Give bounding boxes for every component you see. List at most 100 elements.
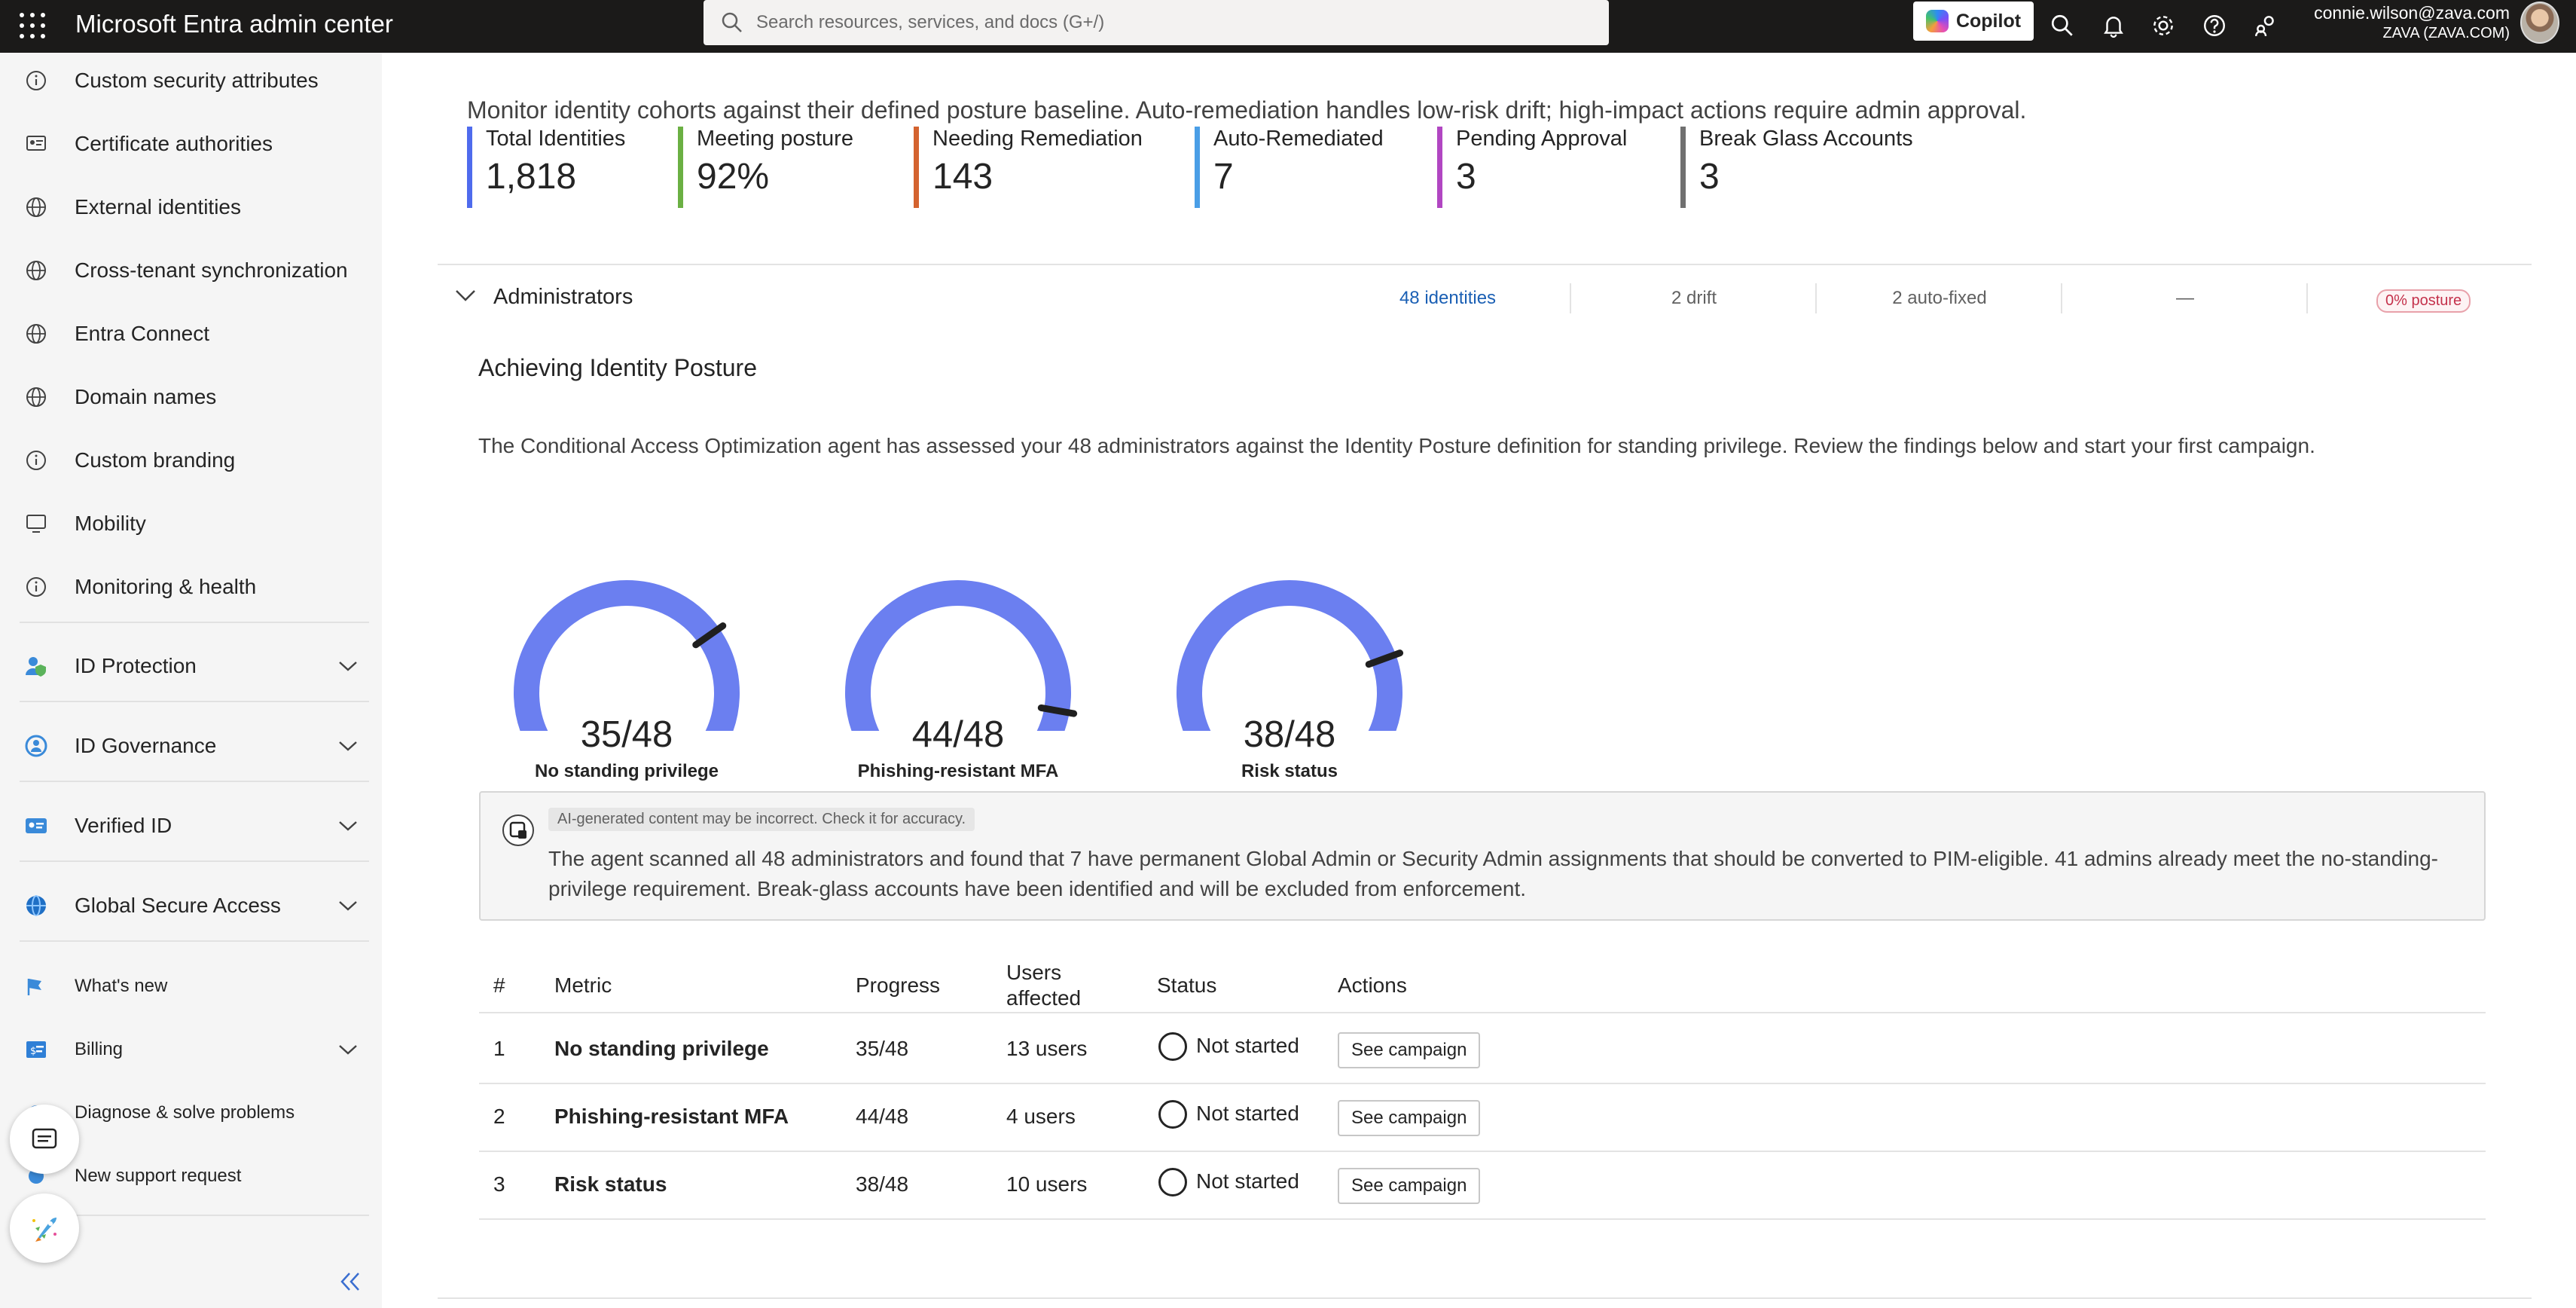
gauge-phishing-resistant-mfa: 44/48 Phishing-resistant MFA xyxy=(830,565,1109,814)
row-users-affected: 13 users xyxy=(1006,1037,1088,1060)
table-header-actions: Actions xyxy=(1338,973,1407,997)
globe-icon xyxy=(23,257,50,284)
globe-icon xyxy=(23,384,50,411)
row-progress: 35/48 xyxy=(856,1037,909,1060)
sidebar-section-verified-id[interactable]: Verified ID xyxy=(0,803,382,848)
notifications-bell-icon[interactable] xyxy=(2097,9,2130,42)
sidebar-item-billing[interactable]: $ Billing xyxy=(0,1027,382,1072)
sidebar-divider xyxy=(20,622,369,623)
avatar[interactable] xyxy=(2520,2,2559,44)
row-status: Not started xyxy=(1196,1034,1299,1057)
cohort-identities-link[interactable]: 48 identities xyxy=(1399,288,1497,308)
see-campaign-button[interactable]: See campaign xyxy=(1338,1168,1481,1204)
top-bar: Microsoft Entra admin center Copilot con… xyxy=(0,0,2576,53)
chat-window-icon xyxy=(32,1128,57,1149)
status-not-started-icon xyxy=(1158,1032,1187,1061)
sidebar-item-label: Mobility xyxy=(75,512,146,535)
gauge-fill-arc xyxy=(845,580,1071,731)
sidebar-divider xyxy=(20,940,369,942)
stat-label: Meeting posture xyxy=(697,127,853,151)
sidebar-section-id-governance[interactable]: ID Governance xyxy=(0,723,382,769)
sidebar-section-global-secure-access[interactable]: Global Secure Access xyxy=(0,883,382,928)
table-divider xyxy=(479,1012,2486,1013)
gauge-label: Risk status xyxy=(1241,761,1338,781)
chevron-down-icon xyxy=(336,734,360,758)
sidebar-item-label: Cross-tenant synchronization xyxy=(75,258,348,282)
feedback-chat-button[interactable] xyxy=(10,1105,79,1174)
sidebar-item-label: Custom security attributes xyxy=(75,69,319,92)
sidebar-item-certificate-authorities[interactable]: Certificate authorities xyxy=(0,121,382,167)
sidebar-divider xyxy=(20,860,369,862)
row-users-affected: 4 users xyxy=(1006,1105,1076,1128)
info-icon xyxy=(23,67,50,94)
sidebar-section-id-protection[interactable]: ID Protection xyxy=(0,643,382,689)
stat-label: Pending Approval xyxy=(1456,127,1628,151)
main-content: Monitor identity cohorts against their d… xyxy=(382,53,2576,1308)
sidebar-item-custom-branding[interactable]: Custom branding xyxy=(0,438,382,483)
sidebar-divider xyxy=(20,701,369,702)
info-icon xyxy=(23,447,50,474)
divider xyxy=(1815,283,1817,313)
chevron-down-icon xyxy=(336,654,360,678)
info-icon xyxy=(23,573,50,601)
app-title[interactable]: Microsoft Entra admin center xyxy=(75,10,393,38)
sidebar-item-label: New support request xyxy=(75,1166,242,1186)
table-header-users-affected[interactable]: Users affected xyxy=(1006,961,1082,1010)
sidebar-item-whats-new[interactable]: What's new xyxy=(0,964,382,1009)
app-launcher-icon[interactable] xyxy=(20,13,45,38)
help-icon[interactable] xyxy=(2198,9,2231,42)
search-input[interactable] xyxy=(756,0,1585,45)
sidebar-item-monitoring-health[interactable]: Monitoring & health xyxy=(0,564,382,610)
gauge-arc xyxy=(845,580,1078,731)
sidebar-item-label: Global Secure Access xyxy=(75,894,281,917)
copilot-button[interactable]: Copilot xyxy=(1913,2,2034,41)
table-header-progress[interactable]: Progress xyxy=(856,973,941,997)
sidebar-item-label: Verified ID xyxy=(75,814,172,837)
sidebar-item-external-identities[interactable]: External identities xyxy=(0,185,382,230)
sidebar-item-domain-names[interactable]: Domain names xyxy=(0,374,382,420)
collapse-sidebar-icon[interactable] xyxy=(337,1270,363,1293)
sidebar-item-diagnose[interactable]: Diagnose & solve problems xyxy=(0,1090,382,1135)
sidebar-item-label: ID Governance xyxy=(75,734,217,757)
user-email[interactable]: connie.wilson@zava.com xyxy=(2314,3,2510,23)
user-tenant[interactable]: ZAVA (ZAVA.COM) xyxy=(2382,25,2510,41)
gauge-arc xyxy=(514,580,740,731)
table-divider xyxy=(479,1083,2486,1084)
copilot-logo-icon xyxy=(1925,10,1949,32)
search-box[interactable] xyxy=(704,0,1609,45)
sidebar-item-label: Certificate authorities xyxy=(75,132,273,155)
whats-new-launch-button[interactable] xyxy=(10,1193,79,1263)
stat-pending-approval: Pending Approval 3 xyxy=(1437,127,1627,208)
monitor-icon xyxy=(23,510,50,537)
sidebar-item-custom-security-attributes[interactable]: Custom security attributes xyxy=(0,58,382,103)
row-progress: 44/48 xyxy=(856,1105,909,1128)
sidebar-item-label: Domain names xyxy=(75,385,217,408)
ai-sparkle-icon xyxy=(502,814,534,846)
see-campaign-button[interactable]: See campaign xyxy=(1338,1100,1481,1136)
settings-gear-icon[interactable] xyxy=(2147,9,2180,42)
stat-value: 3 xyxy=(1456,157,1476,197)
see-campaign-button[interactable]: See campaign xyxy=(1338,1032,1481,1068)
stat-label: Auto-Remediated xyxy=(1213,127,1384,151)
sidebar-item-entra-connect[interactable]: Entra Connect xyxy=(0,311,382,356)
search-icon[interactable] xyxy=(2046,9,2079,42)
gauge-value: 44/48 xyxy=(911,714,1005,755)
stat-value: 7 xyxy=(1213,157,1234,197)
row-status: Not started xyxy=(1196,1102,1299,1125)
stat-label: Break Glass Accounts xyxy=(1699,127,1913,151)
whats-new-icon xyxy=(23,973,50,1000)
sidebar-item-mobility[interactable]: Mobility xyxy=(0,501,382,546)
stat-value: 143 xyxy=(932,157,993,197)
table-header-status[interactable]: Status xyxy=(1157,973,1217,997)
gauge-arc xyxy=(1177,580,1404,731)
chevron-down-icon xyxy=(336,894,360,918)
table-header-metric[interactable]: Metric xyxy=(554,973,612,997)
gauge-needle xyxy=(1365,649,1404,668)
certificate-icon xyxy=(23,130,50,157)
sidebar-item-cross-tenant-synchronization[interactable]: Cross-tenant synchronization xyxy=(0,248,382,293)
cohort-name[interactable]: Administrators xyxy=(493,285,633,309)
sidebar-divider xyxy=(20,781,369,782)
chevron-down-icon[interactable] xyxy=(454,288,477,304)
feedback-people-icon[interactable] xyxy=(2249,9,2282,42)
search-icon xyxy=(722,12,742,32)
